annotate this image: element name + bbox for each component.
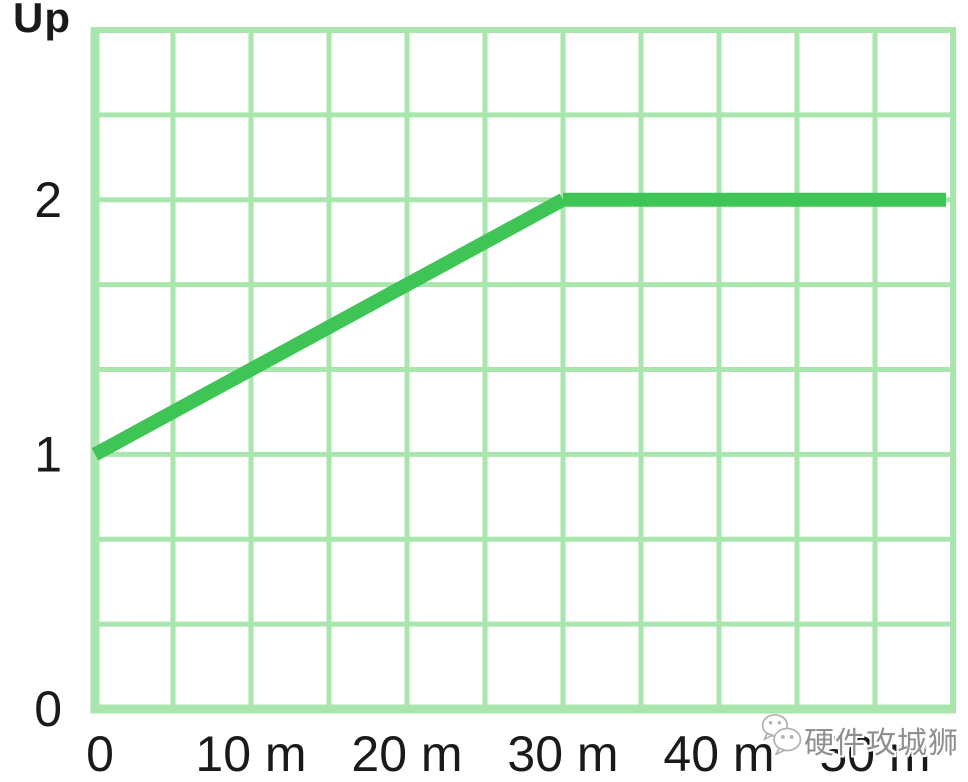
x-tick-label: 10 m bbox=[195, 726, 306, 782]
y-axis-title: Up bbox=[13, 0, 71, 41]
x-tick-label: 0 bbox=[86, 726, 114, 782]
y-tick-label: 2 bbox=[34, 172, 62, 228]
x-tick-label: 40 m bbox=[663, 726, 774, 782]
y-tick-label: 1 bbox=[34, 426, 62, 482]
x-tick-label: 20 m bbox=[351, 726, 462, 782]
x-tick-label: 30 m bbox=[507, 726, 618, 782]
x-tick-label: 50 m bbox=[819, 726, 930, 782]
y-tick-label: 0 bbox=[34, 681, 62, 737]
data-line-segment bbox=[91, 193, 567, 461]
